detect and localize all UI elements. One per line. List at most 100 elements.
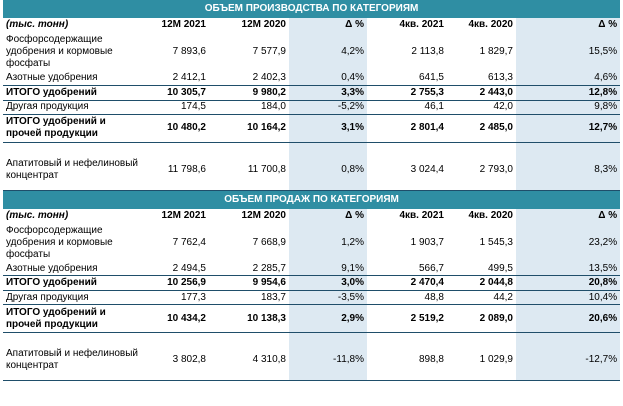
table-row: ИТОГО удобрений и прочей продукции 10 48… — [3, 113, 621, 143]
cell-value: 10 434,2 — [143, 304, 209, 333]
row-label: Другая продукция — [6, 101, 89, 112]
units-header: (тыс. тонн) — [6, 19, 69, 30]
row-label: Фосфорсодержащие удобрения и кормовые фо… — [6, 34, 113, 69]
cell-value: 177,3 — [180, 291, 206, 303]
production-header-row: (тыс. тонн) 12M 2021 12M 2020 Δ % 4кв. 2… — [3, 18, 621, 32]
cell-value: 0,8% — [289, 150, 367, 191]
row-label: ИТОГО удобрений и прочей продукции — [3, 113, 143, 143]
cell-value: 641,5 — [418, 72, 444, 84]
production-banner: ОБЪЕМ ПРОИЗВОДСТВА ПО КАТЕГОРИЯМ — [3, 0, 621, 18]
cell-value: 184,0 — [260, 101, 286, 112]
col-q4-2020: 4кв. 2020 — [468, 19, 513, 30]
cell-value: 3 024,4 — [367, 150, 447, 191]
cell-value: 1 545,3 — [479, 236, 513, 248]
col-delta-q4: Δ % — [516, 208, 621, 223]
row-label: Азотные удобрения — [6, 262, 98, 274]
row-label: Апатитовый и нефелиновый концентрат — [3, 150, 143, 191]
cell-value: 10,4% — [516, 290, 621, 305]
cell-value: 7 668,9 — [252, 236, 286, 248]
row-label: Другая продукция — [6, 291, 89, 303]
cell-value: 10 256,9 — [143, 275, 209, 291]
col-q4-2021: 4кв. 2021 — [399, 209, 444, 221]
cell-value: 11 700,8 — [209, 150, 289, 191]
table-row: ИТОГО удобрений 10 305,7 9 980,2 3,3% 2 … — [3, 84, 621, 101]
col-q4-2021: 4кв. 2021 — [399, 19, 444, 30]
cell-value: 1 829,7 — [479, 46, 513, 57]
table-row: Азотные удобрения 2 494,5 2 285,7 9,1% 5… — [3, 262, 621, 276]
cell-value: 3 802,8 — [143, 340, 209, 381]
sales-banner: ОБЪЕМ ПРОДАЖ ПО КАТЕГОРИЯМ — [3, 190, 621, 209]
cell-value: 1 903,7 — [410, 236, 444, 248]
units-header: (тыс. тонн) — [6, 209, 69, 221]
cell-value: 1 029,9 — [447, 340, 516, 381]
cell-value: 12,8% — [516, 84, 621, 101]
spacer-row — [3, 332, 621, 341]
cell-value: 46,1 — [424, 101, 444, 112]
cell-value: -3,5% — [289, 290, 367, 305]
cell-value: -5,2% — [289, 100, 367, 114]
cell-value: 20,6% — [516, 304, 621, 333]
cell-value: 12,7% — [516, 113, 621, 143]
col-12m-2021: 12M 2021 — [161, 19, 206, 30]
cell-value: 9,8% — [516, 100, 621, 114]
row-label: Азотные удобрения — [6, 72, 98, 84]
sales-header-row: (тыс. тонн) 12M 2021 12M 2020 Δ % 4кв. 2… — [3, 208, 621, 223]
table-row: ИТОГО удобрений 10 256,9 9 954,6 3,0% 2 … — [3, 275, 621, 291]
cell-value: 9 980,2 — [209, 84, 289, 101]
row-label: ИТОГО удобрений — [3, 275, 143, 291]
cell-value: 44,2 — [493, 291, 513, 303]
cell-value: 9 954,6 — [209, 275, 289, 291]
cell-value: 48,8 — [424, 291, 444, 303]
row-label: ИТОГО удобрений и прочей продукции — [3, 304, 143, 333]
volumes-table: ОБЪЕМ ПРОИЗВОДСТВА ПО КАТЕГОРИЯМ (тыс. т… — [3, 0, 621, 381]
cell-value: 499,5 — [487, 262, 513, 274]
cell-value: 15,5% — [516, 32, 621, 72]
table-row: Апатитовый и нефелиновый концентрат 3 80… — [3, 340, 621, 381]
table-row: Другая продукция 174,5 184,0 -5,2% 46,1 … — [3, 100, 621, 114]
cell-value: 10 480,2 — [143, 113, 209, 143]
cell-value: 4,6% — [516, 72, 621, 85]
cell-value: 10 305,7 — [143, 84, 209, 101]
cell-value: 20,8% — [516, 275, 621, 291]
cell-value: 4 310,8 — [209, 340, 289, 381]
cell-value: -12,7% — [516, 340, 621, 381]
cell-value: 183,7 — [260, 291, 286, 303]
cell-value: 566,7 — [418, 262, 444, 274]
cell-value: 2,9% — [289, 304, 367, 333]
sales-title: ОБЪЕМ ПРОДАЖ ПО КАТЕГОРИЯМ — [3, 190, 621, 209]
table-row: ИТОГО удобрений и прочей продукции 10 43… — [3, 304, 621, 333]
cell-value: 3,3% — [289, 84, 367, 101]
cell-value: 10 164,2 — [209, 113, 289, 143]
cell-value: 4,2% — [289, 32, 367, 72]
cell-value: 613,3 — [487, 72, 513, 84]
cell-value: 2 285,7 — [252, 262, 286, 274]
cell-value: 11 798,6 — [143, 150, 209, 191]
cell-value: 23,2% — [516, 222, 621, 263]
col-delta-12m: Δ % — [289, 208, 367, 223]
col-delta-12m: Δ % — [289, 18, 367, 32]
table-row: Другая продукция 177,3 183,7 -3,5% 48,8 … — [3, 290, 621, 305]
cell-value: 2 089,0 — [447, 304, 516, 333]
cell-value: 9,1% — [289, 262, 367, 276]
cell-value: 898,8 — [367, 340, 447, 381]
col-12m-2020: 12M 2020 — [241, 19, 286, 30]
cell-value: 3,0% — [289, 275, 367, 291]
cell-value: 2 755,3 — [367, 84, 447, 101]
row-label: ИТОГО удобрений — [3, 84, 143, 101]
cell-value: 7 577,9 — [252, 46, 286, 57]
cell-value: 1,2% — [289, 222, 367, 263]
cell-value: 13,5% — [516, 262, 621, 276]
cell-value: -11,8% — [289, 340, 367, 381]
production-title: ОБЪЕМ ПРОИЗВОДСТВА ПО КАТЕГОРИЯМ — [3, 0, 621, 18]
spacer-row — [3, 142, 621, 150]
row-label: Фосфорсодержащие удобрения и кормовые фо… — [6, 224, 113, 260]
col-q4-2020: 4кв. 2020 — [468, 209, 513, 221]
cell-value: 174,5 — [180, 101, 206, 112]
cell-value: 2 443,0 — [447, 84, 516, 101]
cell-value: 8,3% — [516, 150, 621, 191]
cell-value: 2 793,0 — [447, 150, 516, 191]
cell-value: 2 519,2 — [367, 304, 447, 333]
cell-value: 2 113,8 — [411, 46, 444, 57]
cell-value: 2 402,3 — [252, 72, 286, 84]
